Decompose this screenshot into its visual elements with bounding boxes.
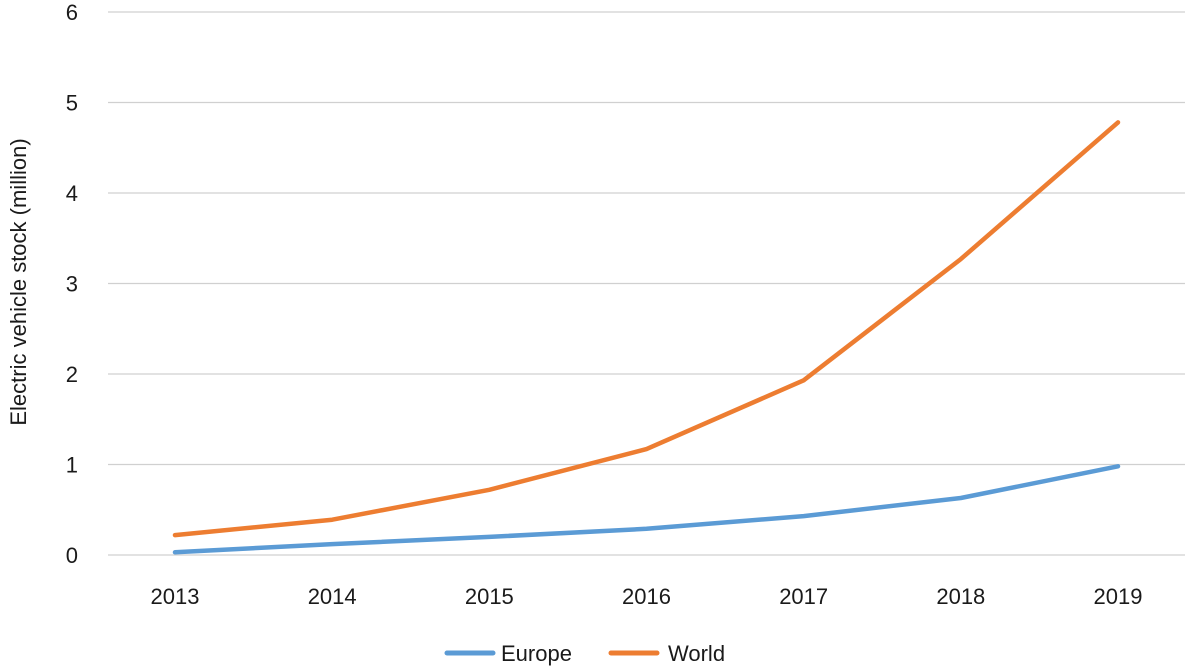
x-tick-label: 2013 (151, 584, 200, 609)
legend-item-europe: Europe (444, 641, 572, 666)
gridlines (108, 11, 1185, 556)
legend: Europe World (444, 641, 725, 666)
x-tick-label: 2018 (936, 584, 985, 609)
y-tick-label: 1 (66, 453, 78, 478)
legend-label-world: World (668, 641, 725, 666)
y-tick-label: 4 (66, 181, 78, 206)
legend-item-world: World (608, 641, 725, 666)
y-tick-label: 2 (66, 362, 78, 387)
x-tick-label: 2016 (622, 584, 671, 609)
y-axis-ticks: 0 1 2 3 4 5 6 (66, 0, 78, 568)
x-axis-ticks: 2013 2014 2015 2016 2017 2018 2019 (151, 584, 1143, 609)
x-tick-label: 2017 (779, 584, 828, 609)
legend-label-europe: Europe (501, 641, 572, 666)
y-tick-label: 6 (66, 0, 78, 25)
y-tick-label: 5 (66, 91, 78, 116)
series-line-world (172, 120, 1121, 538)
x-tick-label: 2014 (308, 584, 357, 609)
y-tick-label: 3 (66, 272, 78, 297)
series-lines (172, 120, 1121, 555)
y-tick-label: 0 (66, 543, 78, 568)
series-line-europe (172, 464, 1121, 555)
x-tick-label: 2015 (465, 584, 514, 609)
y-axis-title: Electric vehicle stock (million) (6, 138, 31, 425)
x-tick-label: 2019 (1094, 584, 1143, 609)
